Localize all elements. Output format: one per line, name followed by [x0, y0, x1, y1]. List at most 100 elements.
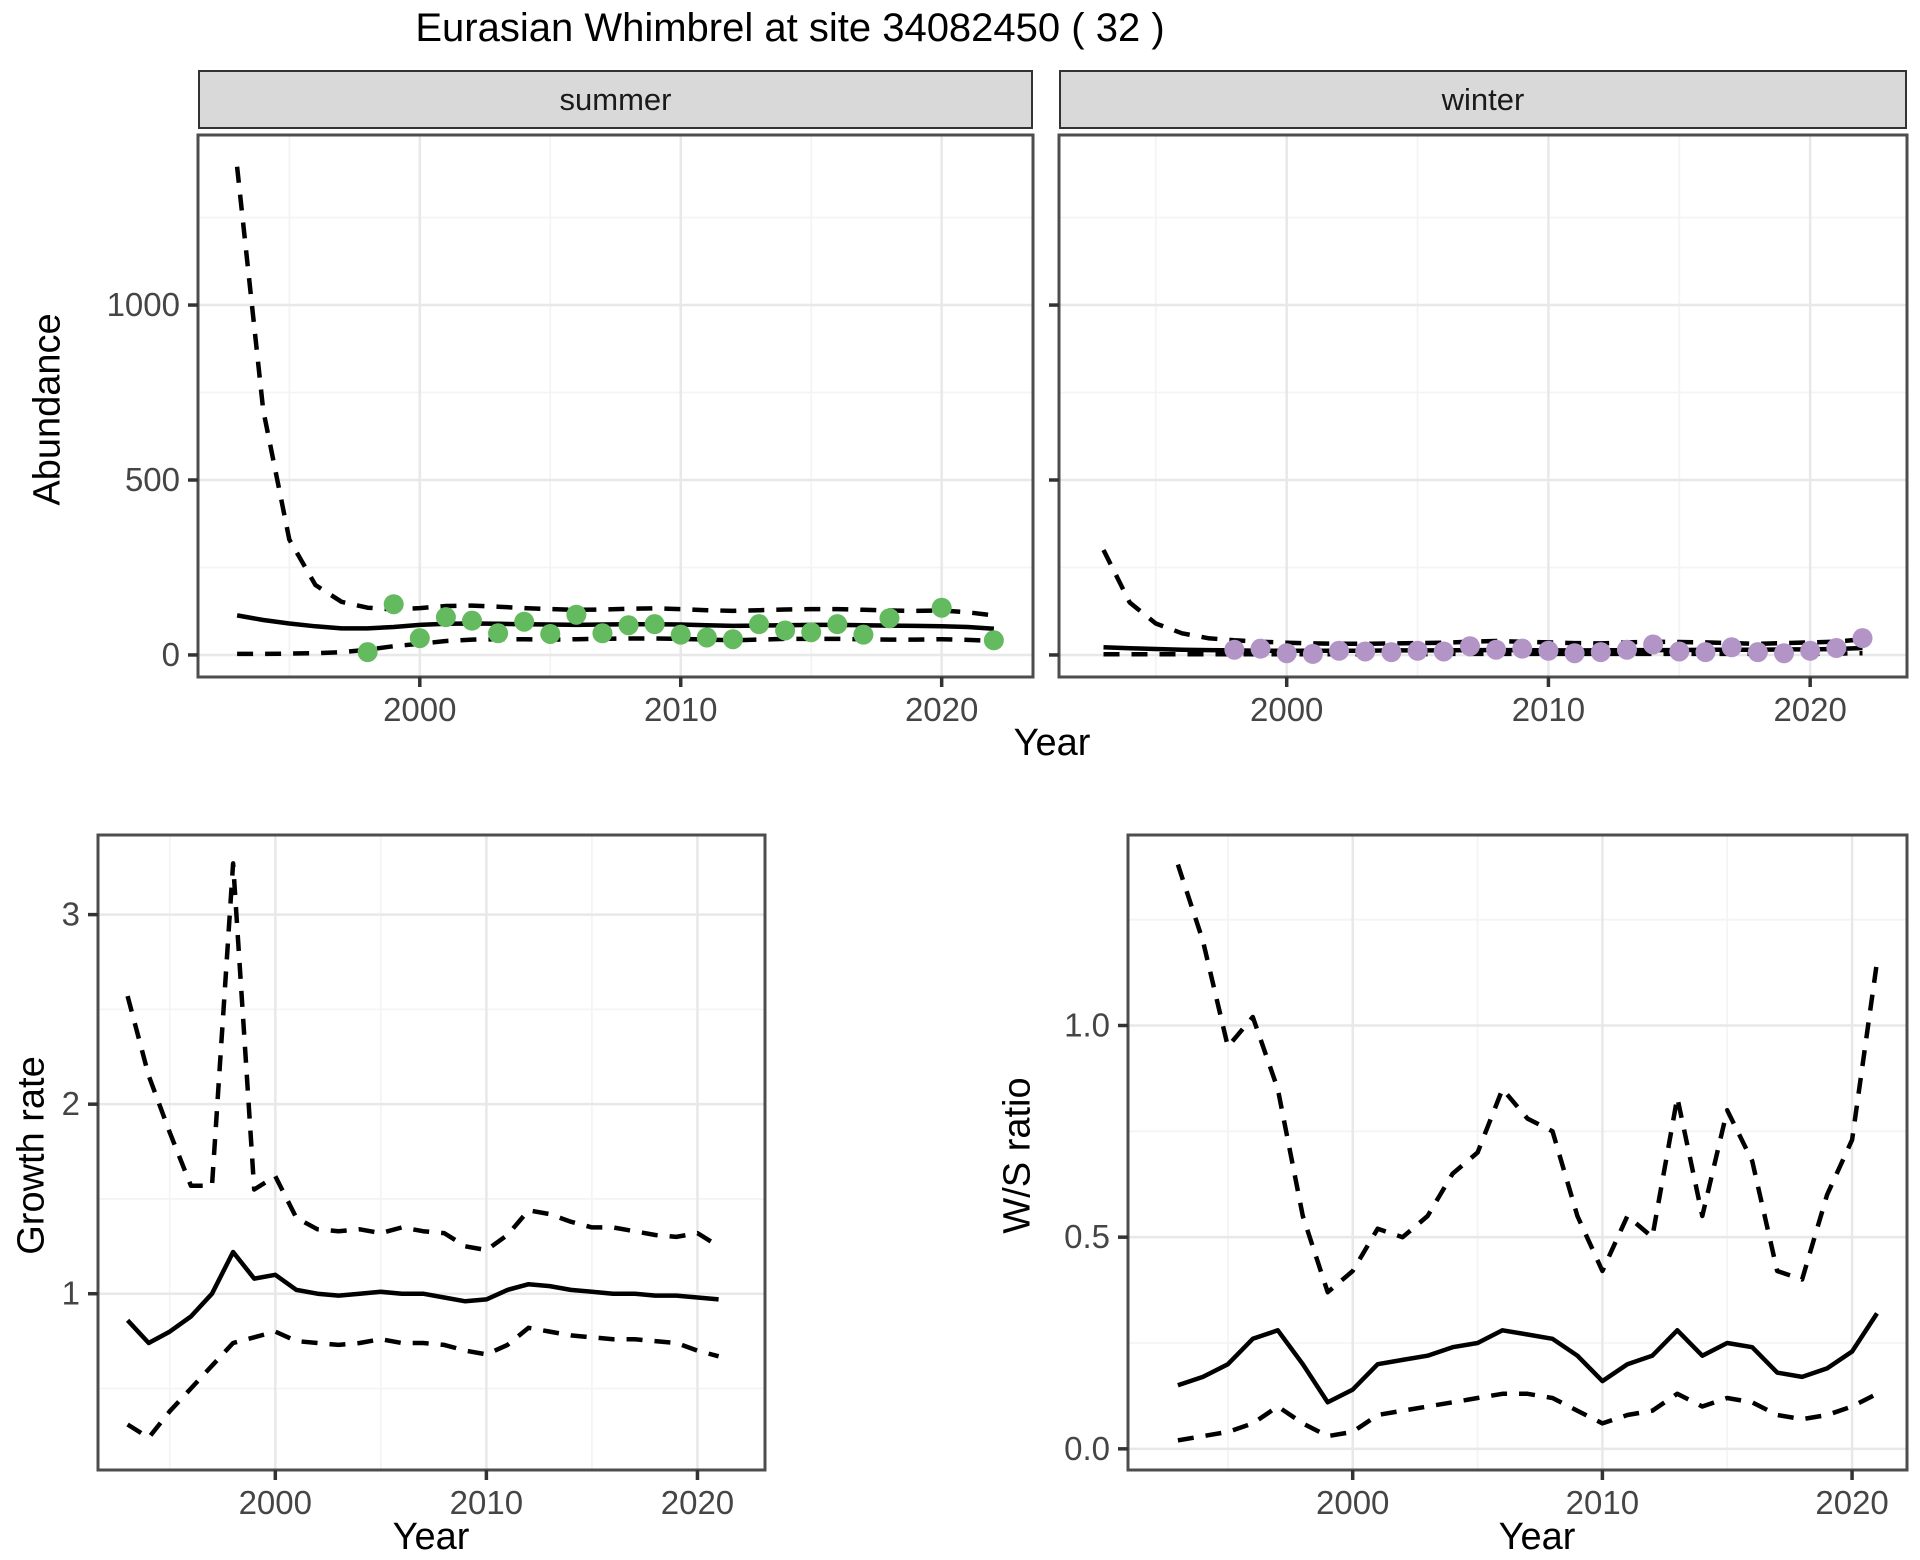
data-point-abundance-summer — [383, 594, 404, 615]
upper_ci-line — [234, 166, 995, 618]
y-tick-label: 1000 — [107, 286, 180, 323]
panel-growth: 2000 2010 2020 1 2 3 — [62, 833, 767, 1521]
y-tick-label: 3 — [62, 896, 80, 933]
data-point-abundance-winter — [1486, 639, 1507, 660]
data-point-abundance-winter — [1224, 639, 1245, 660]
y-tick-label: 0.0 — [1064, 1430, 1110, 1467]
data-point-abundance-summer — [540, 623, 561, 644]
data-point-abundance-summer — [357, 642, 378, 663]
x-tick-label: 2000 — [1316, 1484, 1389, 1521]
data-point-abundance-winter — [1564, 643, 1585, 664]
data-point-abundance-summer — [775, 620, 796, 641]
data-point-abundance-summer — [566, 604, 587, 625]
data-point-abundance-winter — [1852, 628, 1873, 649]
panel-background — [98, 835, 765, 1470]
facet-strip-summer: summer — [198, 70, 1033, 129]
upper_ci-line — [125, 861, 720, 1253]
data-point-abundance-winter — [1590, 642, 1611, 663]
data-point-abundance-summer — [488, 623, 509, 644]
growth-rate-axis-title: Growth rate — [10, 1056, 53, 1255]
panel-abundance-summer: 2000 2010 2020 0 500 1000 — [107, 133, 1035, 728]
data-point-abundance-summer — [644, 614, 665, 635]
data-point-abundance-summer — [696, 627, 717, 648]
data-point-abundance-winter — [1355, 641, 1376, 662]
ws-ratio-axis-title: W/S ratio — [996, 1077, 1039, 1234]
x-tick-label: 2000 — [383, 691, 456, 728]
facet-strip-summer-label: summer — [559, 81, 672, 117]
data-point-abundance-winter — [1538, 640, 1559, 661]
data-point-abundance-winter — [1381, 642, 1402, 663]
data-point-abundance-summer — [618, 615, 639, 636]
panel-border — [196, 133, 1035, 679]
upper_ci-line — [1175, 863, 1880, 1295]
data-point-abundance-summer — [749, 614, 770, 635]
x-tick-label: 2000 — [239, 1484, 312, 1521]
data-point-abundance-summer — [879, 608, 900, 629]
data-point-abundance-winter — [1695, 642, 1716, 663]
top-year-axis-title: Year — [1013, 722, 1091, 764]
x-tick-label: 2020 — [661, 1484, 734, 1521]
data-point-abundance-winter — [1616, 639, 1637, 660]
panel-background — [1128, 835, 1907, 1470]
figure-title: Eurasian Whimbrel at site 34082450 ( 32 … — [415, 6, 1165, 50]
data-point-abundance-winter — [1407, 640, 1428, 661]
data-point-abundance-winter — [1826, 637, 1847, 658]
abundance-axis-title: Abundance — [26, 313, 69, 506]
panel-background — [1059, 135, 1907, 677]
facet-strip-winter: winter — [1059, 70, 1907, 129]
data-point-abundance-summer — [592, 623, 613, 644]
data-point-abundance-summer — [801, 622, 822, 643]
data-point-abundance-winter — [1329, 640, 1350, 661]
x-tick-label: 2020 — [905, 691, 978, 728]
y-tick-label: 1 — [62, 1275, 80, 1312]
data-point-abundance-winter — [1512, 638, 1533, 659]
data-point-abundance-summer — [853, 624, 874, 645]
y-tick-label: 0 — [162, 636, 180, 673]
panel-border — [1057, 133, 1909, 679]
data-point-abundance-summer — [514, 611, 535, 632]
y-tick-label: 1.0 — [1064, 1007, 1110, 1044]
y-tick-label: 500 — [125, 461, 180, 498]
data-point-abundance-summer — [670, 624, 691, 645]
x-tick-label: 2010 — [1512, 691, 1585, 728]
data-point-abundance-winter — [1721, 637, 1742, 658]
fit-line — [125, 1249, 719, 1346]
x-tick-label: 2020 — [1773, 691, 1846, 728]
x-tick-label: 2010 — [1566, 1484, 1639, 1521]
lower_ci-line — [126, 1325, 720, 1441]
data-point-abundance-winter — [1669, 641, 1690, 662]
panel-border — [96, 833, 767, 1472]
data-point-abundance-winter — [1302, 643, 1323, 664]
panel-background — [198, 135, 1033, 677]
data-point-abundance-summer — [435, 607, 456, 628]
x-tick-label: 2010 — [450, 1484, 523, 1521]
data-point-abundance-summer — [409, 628, 430, 649]
data-point-abundance-winter — [1643, 634, 1664, 655]
growth-year-axis-title: Year — [392, 1516, 470, 1558]
data-point-abundance-winter — [1773, 643, 1794, 664]
data-point-abundance-winter — [1459, 636, 1480, 657]
x-tick-label: 2010 — [644, 691, 717, 728]
fit-line — [1177, 1312, 1879, 1405]
panel-border — [1126, 833, 1909, 1472]
data-point-abundance-winter — [1250, 638, 1271, 659]
fit-line — [236, 613, 995, 631]
data-point-abundance-summer — [827, 614, 848, 635]
data-point-abundance-winter — [1276, 643, 1297, 664]
y-tick-label: 0.5 — [1064, 1218, 1110, 1255]
x-tick-label: 2000 — [1250, 691, 1323, 728]
data-point-abundance-winter — [1800, 640, 1821, 661]
data-point-abundance-summer — [461, 610, 482, 631]
x-tick-label: 2020 — [1815, 1484, 1888, 1521]
data-point-abundance-summer — [931, 597, 952, 618]
panel-ws: 2000 2010 2020 0.0 0.5 1.0 — [1064, 833, 1909, 1521]
data-point-abundance-summer — [722, 629, 743, 650]
lower_ci-line — [1177, 1391, 1879, 1443]
data-point-abundance-winter — [1433, 641, 1454, 662]
facet-strip-winter-label: winter — [1441, 81, 1525, 117]
data-point-abundance-summer — [983, 630, 1004, 651]
ws-year-axis-title: Year — [1498, 1516, 1576, 1558]
y-tick-label: 2 — [62, 1085, 80, 1122]
